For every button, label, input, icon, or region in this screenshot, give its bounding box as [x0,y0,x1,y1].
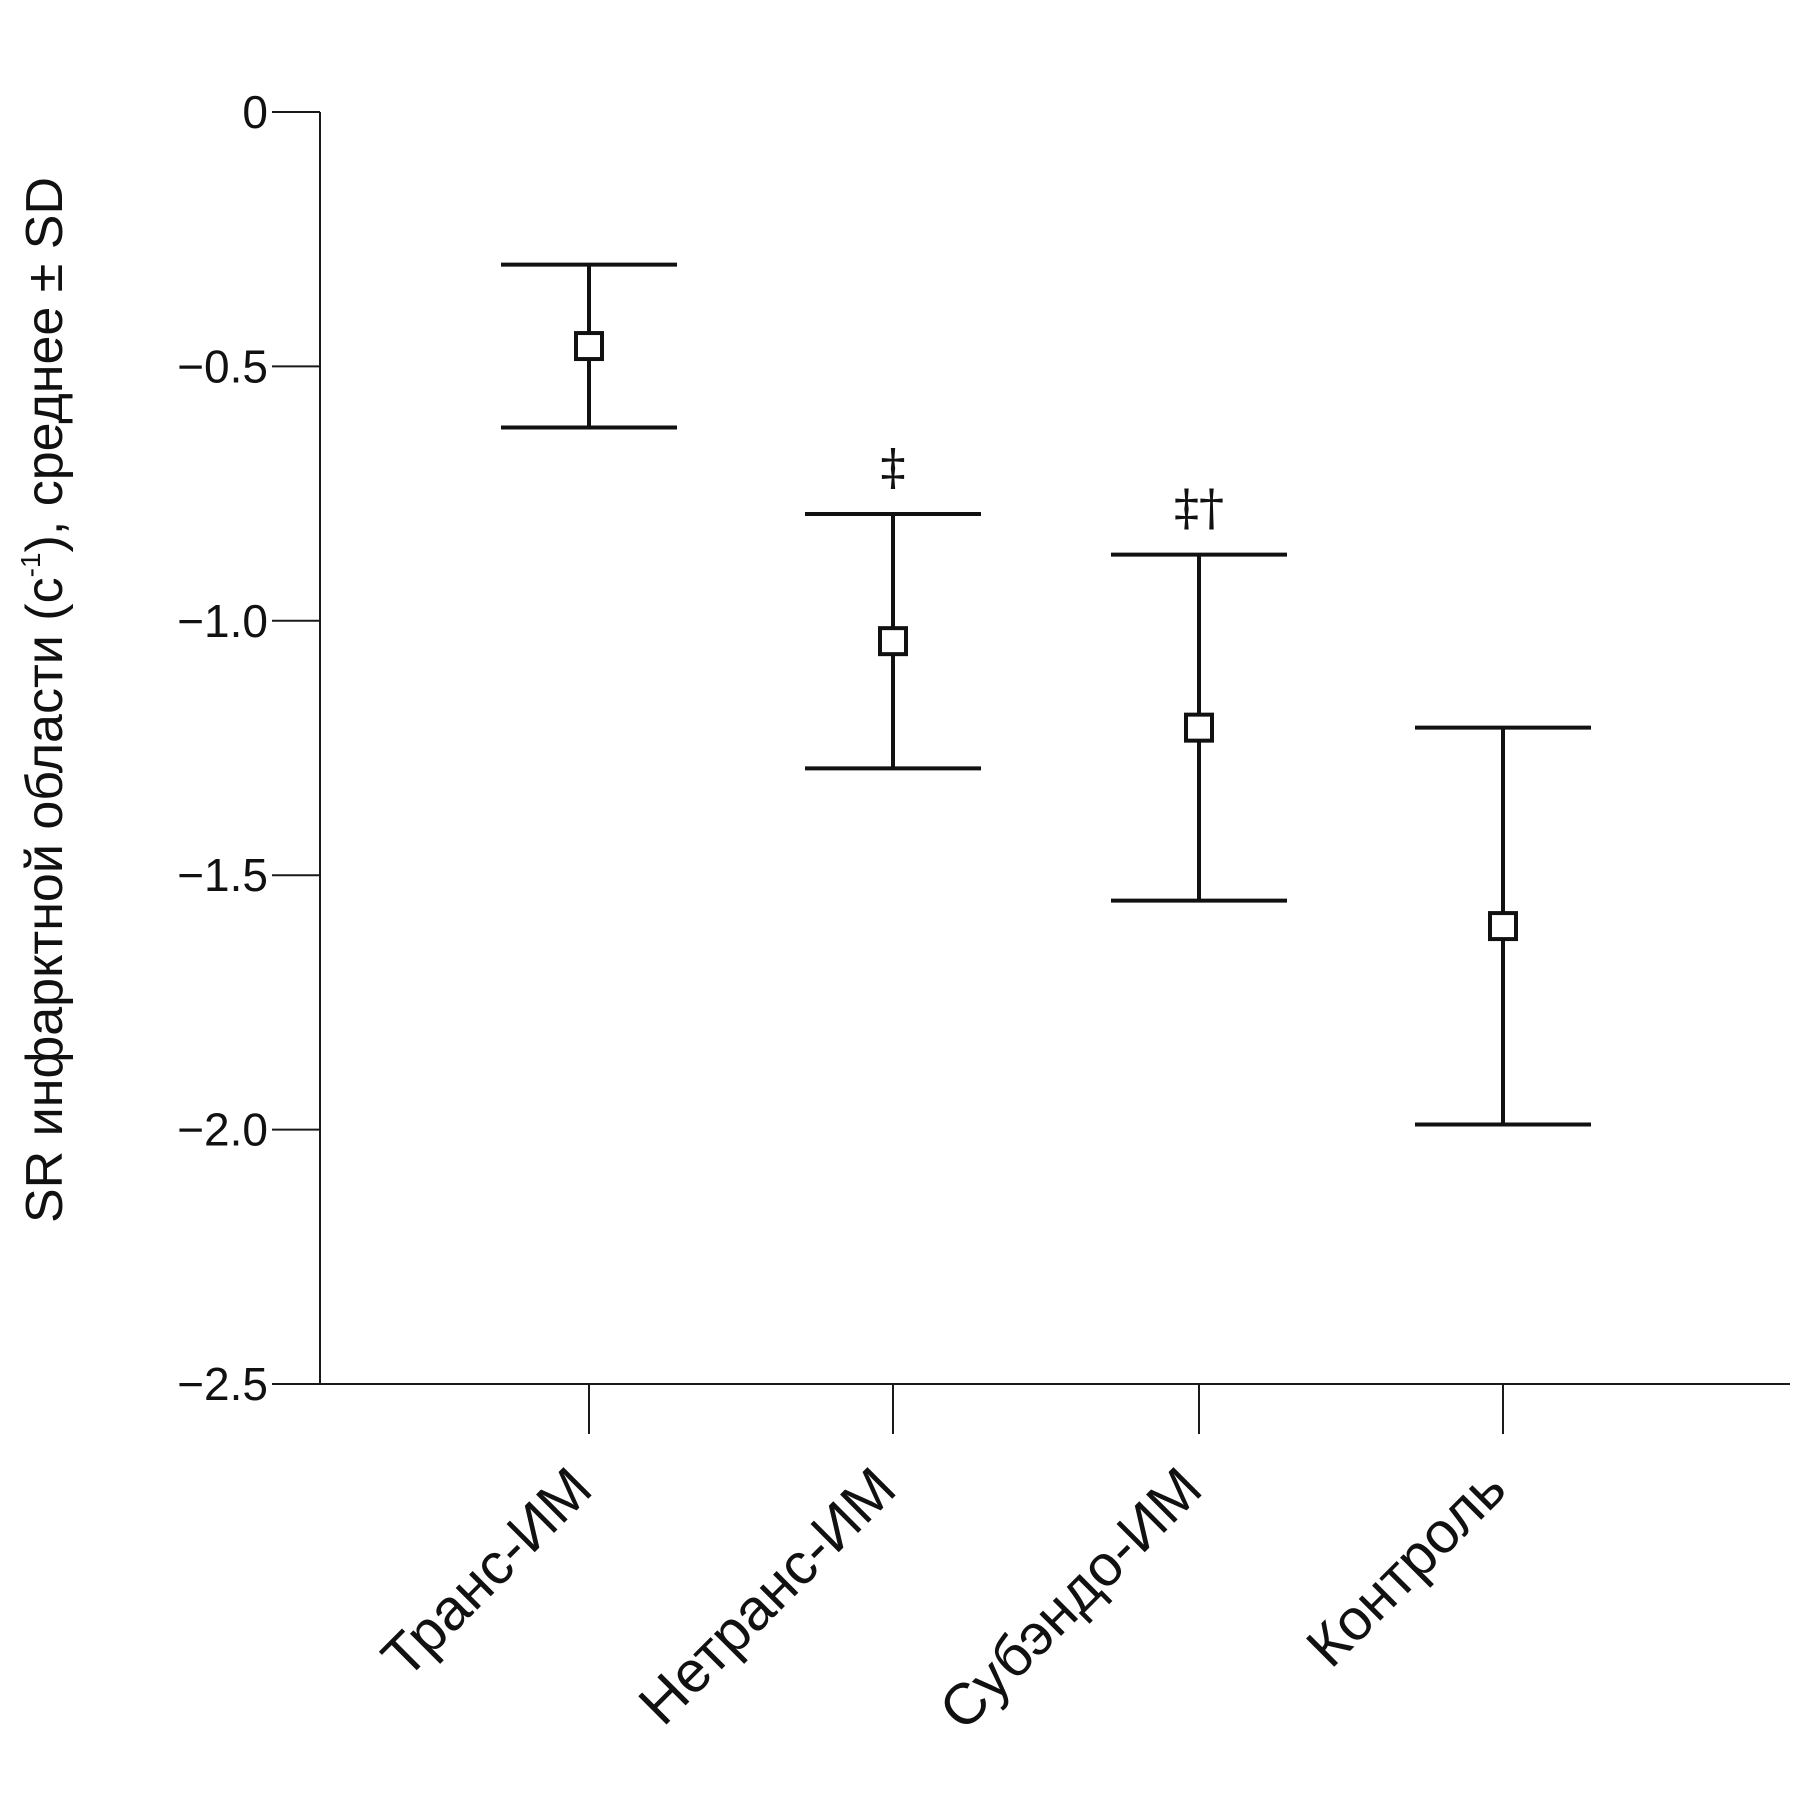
mean-marker [574,331,604,362]
y-tick-label: −1.5 [177,849,268,901]
error-bar-marks: ‡ ‡† [501,262,1591,1127]
mean-marker [1488,911,1518,942]
y-tick-label: −2.0 [177,1104,268,1156]
x-category-label: Транс-ИМ [369,1455,604,1690]
y-axis-ticks: 0 −0.5 −1.0 −1.5 −2.0 −2.5 [177,86,320,1410]
mean-marker [1184,712,1214,743]
y-tick-label: −2.5 [177,1358,268,1410]
y-axis-title-superscript: -1 [15,552,46,577]
y-axis-title: SR инфарктной области (с-1), среднее ± S… [15,177,74,1223]
x-category-label: Субэндо-ИМ [927,1455,1214,1742]
mean-marker [878,626,908,657]
y-axis-title-suffix: ), среднее ± SD [16,177,74,552]
x-axis-ticks: Транс-ИМ Нетранс-ИМ Субэндо-ИМ Контроль [369,1384,1518,1742]
x-category-label: Нетранс-ИМ [626,1455,908,1737]
error-bar-group [1415,725,1591,1127]
error-bar-group: ‡† [1111,479,1287,903]
y-axis-title-prefix: SR инфарктной области (с [16,577,74,1223]
significance-annotation: ‡ [881,438,906,496]
x-category-label: Контроль [1294,1455,1518,1679]
y-tick-label: 0 [242,86,268,138]
y-tick-label: −0.5 [177,340,268,392]
error-bar-group: ‡ [805,438,981,771]
significance-annotation: ‡† [1174,479,1224,537]
y-tick-label: −1.0 [177,595,268,647]
error-bar-group [501,262,677,430]
